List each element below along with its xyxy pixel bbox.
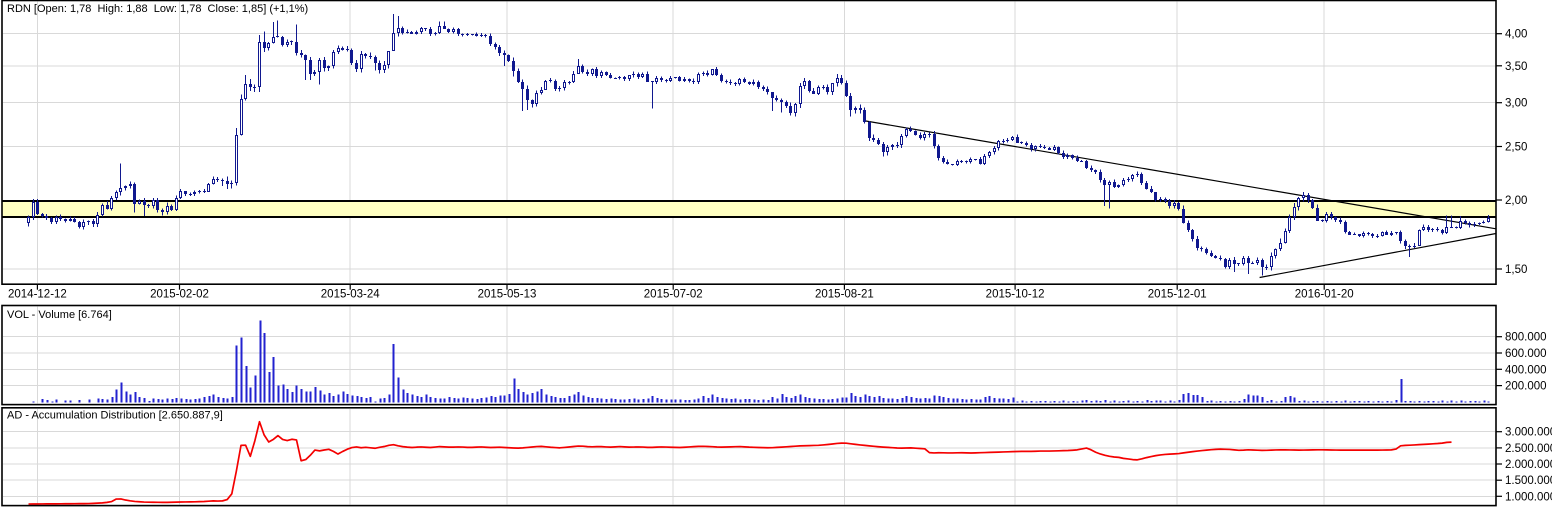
svg-text:600.000: 600.000	[1505, 348, 1547, 360]
svg-text:3,00: 3,00	[1505, 98, 1527, 110]
svg-text:3,50: 3,50	[1505, 61, 1527, 73]
svg-text:200.000: 200.000	[1505, 381, 1547, 393]
svg-text:2015-05-13: 2015-05-13	[478, 289, 537, 301]
svg-text:1.500.000: 1.500.000	[1505, 475, 1552, 487]
svg-text:2,00: 2,00	[1505, 195, 1527, 207]
svg-text:1,50: 1,50	[1505, 264, 1527, 276]
svg-text:2015-07-02: 2015-07-02	[644, 289, 703, 301]
svg-text:VOL - Volume [6.764]: VOL - Volume [6.764]	[7, 309, 112, 321]
svg-text:2015-03-24: 2015-03-24	[321, 289, 380, 301]
svg-text:2014-12-12: 2014-12-12	[8, 289, 67, 301]
svg-text:2,50: 2,50	[1505, 142, 1527, 154]
svg-text:4,00: 4,00	[1505, 29, 1527, 41]
svg-text:2016-01-20: 2016-01-20	[1295, 289, 1354, 301]
svg-text:RDN [Open: 1,78 High: 1,88 L: RDN [Open: 1,78 High: 1,88 Low: 1,78 Clo…	[7, 3, 308, 15]
svg-text:2015-12-01: 2015-12-01	[1148, 289, 1207, 301]
svg-text:2.500.000: 2.500.000	[1505, 443, 1552, 455]
svg-text:3.000.000: 3.000.000	[1505, 427, 1552, 439]
svg-text:2015-02-02: 2015-02-02	[150, 289, 209, 301]
svg-text:1.000.000: 1.000.000	[1505, 491, 1552, 503]
svg-text:2015-08-21: 2015-08-21	[815, 289, 874, 301]
svg-text:400.000: 400.000	[1505, 364, 1547, 376]
svg-text:2015-10-12: 2015-10-12	[986, 289, 1045, 301]
svg-text:800.000: 800.000	[1505, 332, 1547, 344]
svg-text:AD - Accumulation Distribution: AD - Accumulation Distribution [2.650.88…	[7, 409, 223, 421]
svg-text:2.000.000: 2.000.000	[1505, 459, 1552, 471]
